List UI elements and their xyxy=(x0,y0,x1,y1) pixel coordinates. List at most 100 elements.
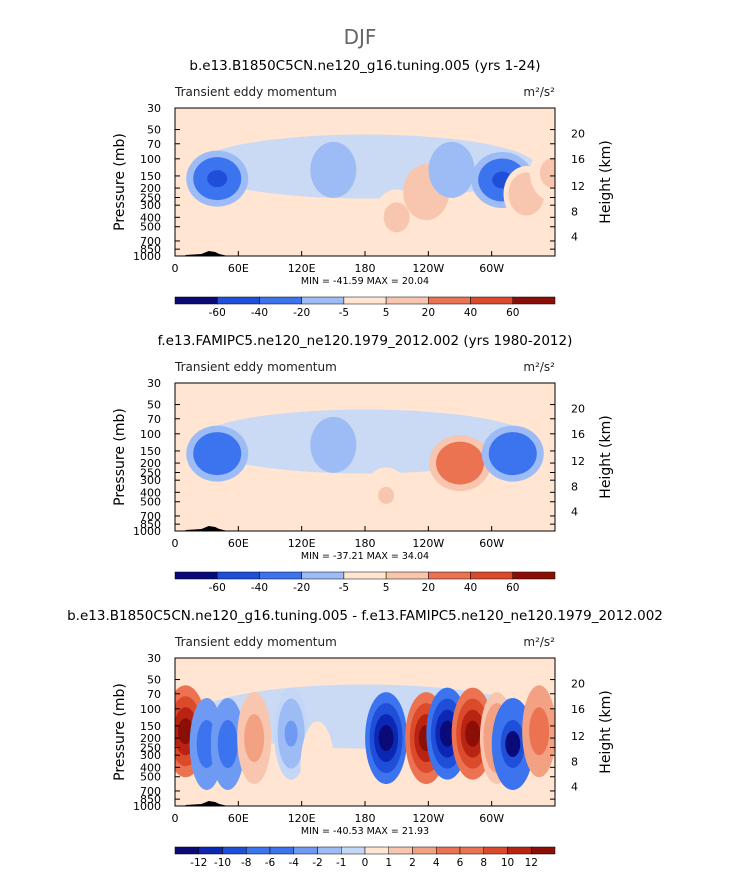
contour-feature xyxy=(207,445,228,463)
y-tick-label: 50 xyxy=(147,399,161,412)
y2-tick-label: 12 xyxy=(571,730,585,743)
contour-feature xyxy=(450,454,470,472)
colorbar-bin xyxy=(388,846,413,855)
chart-units: m²/s² xyxy=(523,360,555,374)
x-tick-label: 120W xyxy=(412,537,444,550)
y-axis-label: Pressure (mb) xyxy=(112,408,128,506)
y-tick-label: 30 xyxy=(147,652,161,665)
colorbar-label: -60 xyxy=(209,307,226,319)
x-tick-label: 120W xyxy=(412,812,444,825)
chart-left-label: Transient eddy momentum xyxy=(174,85,337,99)
y2-tick-label: 8 xyxy=(571,756,578,769)
contour-feature xyxy=(311,754,324,781)
colorbar-label: -40 xyxy=(251,582,268,594)
x-tick-label: 120E xyxy=(288,262,316,275)
contour-feature xyxy=(207,170,228,188)
x-tick-label: 120W xyxy=(412,262,444,275)
y-tick-label: 1000 xyxy=(133,800,161,813)
colorbar-bin xyxy=(216,296,260,305)
y-tick-label: 150 xyxy=(140,170,161,183)
y-tick-label: 70 xyxy=(147,413,161,426)
x-tick-label: 60W xyxy=(479,262,504,275)
y2-tick-label: 20 xyxy=(571,128,585,141)
y-tick-label: 150 xyxy=(140,720,161,733)
colorbar-bin xyxy=(385,571,429,580)
chart-title: b.e13.B1850C5CN.ne120_g16.tuning.005 - f… xyxy=(67,608,663,624)
y-tick-label: 200 xyxy=(140,732,161,745)
contour-feature xyxy=(378,486,395,504)
colorbar-label: -5 xyxy=(339,307,349,319)
y-tick-label: 250 xyxy=(140,741,161,754)
plot-area xyxy=(175,658,555,806)
colorbar-bin xyxy=(483,846,508,855)
y-tick-label: 400 xyxy=(140,486,161,499)
contour-feature xyxy=(247,725,261,752)
colorbar-label: 12 xyxy=(525,857,538,869)
y-tick-label: 850 xyxy=(140,793,161,806)
x-tick-label: 0 xyxy=(172,812,179,825)
colorbar-label: 1 xyxy=(385,857,392,869)
contour-feature xyxy=(325,436,342,454)
x-tick-label: 180 xyxy=(355,537,376,550)
min-max-label: MIN = -41.59 MAX = 20.04 xyxy=(301,276,429,287)
colorbar-bin xyxy=(216,571,260,580)
contour-feature xyxy=(200,730,214,757)
topography xyxy=(185,526,228,531)
colorbar-bin xyxy=(341,846,366,855)
y2-tick-label: 12 xyxy=(571,455,585,468)
colorbar-bin xyxy=(470,571,514,580)
colorbar-bin xyxy=(259,571,302,580)
y-tick-label: 850 xyxy=(140,243,161,256)
plot-area xyxy=(175,383,555,531)
colorbar-bin xyxy=(512,296,556,305)
y-tick-label: 30 xyxy=(147,377,161,390)
y-tick-label: 400 xyxy=(140,211,161,224)
contour-feature xyxy=(465,720,481,747)
colorbar-bin xyxy=(174,846,199,855)
contour-feature xyxy=(284,720,298,747)
topography xyxy=(185,801,228,806)
y2-tick-label: 12 xyxy=(571,180,585,193)
colorbar-label: 0 xyxy=(362,857,369,869)
colorbar-label: -12 xyxy=(190,857,207,869)
colorbar-bin xyxy=(174,571,218,580)
y-axis-label: Pressure (mb) xyxy=(112,683,128,781)
colorbar-bin xyxy=(531,846,556,855)
colorbar-bin xyxy=(246,846,271,855)
x-tick-label: 0 xyxy=(172,262,179,275)
contour-feature xyxy=(544,164,555,182)
colorbar-label: 4 xyxy=(433,857,440,869)
colorbar-label: 20 xyxy=(422,307,435,319)
y-tick-label: 250 xyxy=(140,191,161,204)
colorbar-bin xyxy=(459,846,484,855)
y2-tick-label: 16 xyxy=(571,153,585,166)
x-tick-label: 60W xyxy=(479,812,504,825)
y-tick-label: 700 xyxy=(140,785,161,798)
colorbar-label: -6 xyxy=(265,857,276,869)
contour-feature xyxy=(439,720,455,747)
colorbar-label: 60 xyxy=(506,307,519,319)
colorbar-label: 8 xyxy=(480,857,487,869)
colorbar-label: 2 xyxy=(409,857,416,869)
chart-units: m²/s² xyxy=(523,85,555,99)
y2-tick-label: 20 xyxy=(571,403,585,416)
contour-feature xyxy=(378,725,394,752)
colorbar-label: 10 xyxy=(501,857,514,869)
y2-axis-label: Height (km) xyxy=(598,690,614,773)
colorbar-label: 5 xyxy=(383,307,390,319)
colorbar-bin xyxy=(507,846,532,855)
y-tick-label: 300 xyxy=(140,749,161,762)
y-axis-label: Pressure (mb) xyxy=(112,133,128,231)
colorbar-bin xyxy=(385,296,429,305)
colorbar-label: -20 xyxy=(293,582,310,594)
y2-tick-label: 4 xyxy=(571,505,578,518)
colorbar-bin xyxy=(343,571,387,580)
colorbar-label: -60 xyxy=(209,582,226,594)
x-tick-label: 120E xyxy=(288,812,316,825)
y-tick-label: 200 xyxy=(140,182,161,195)
topography xyxy=(185,251,228,256)
y2-tick-label: 16 xyxy=(571,428,585,441)
colorbar-label: -4 xyxy=(289,857,300,869)
y-tick-label: 50 xyxy=(147,124,161,137)
